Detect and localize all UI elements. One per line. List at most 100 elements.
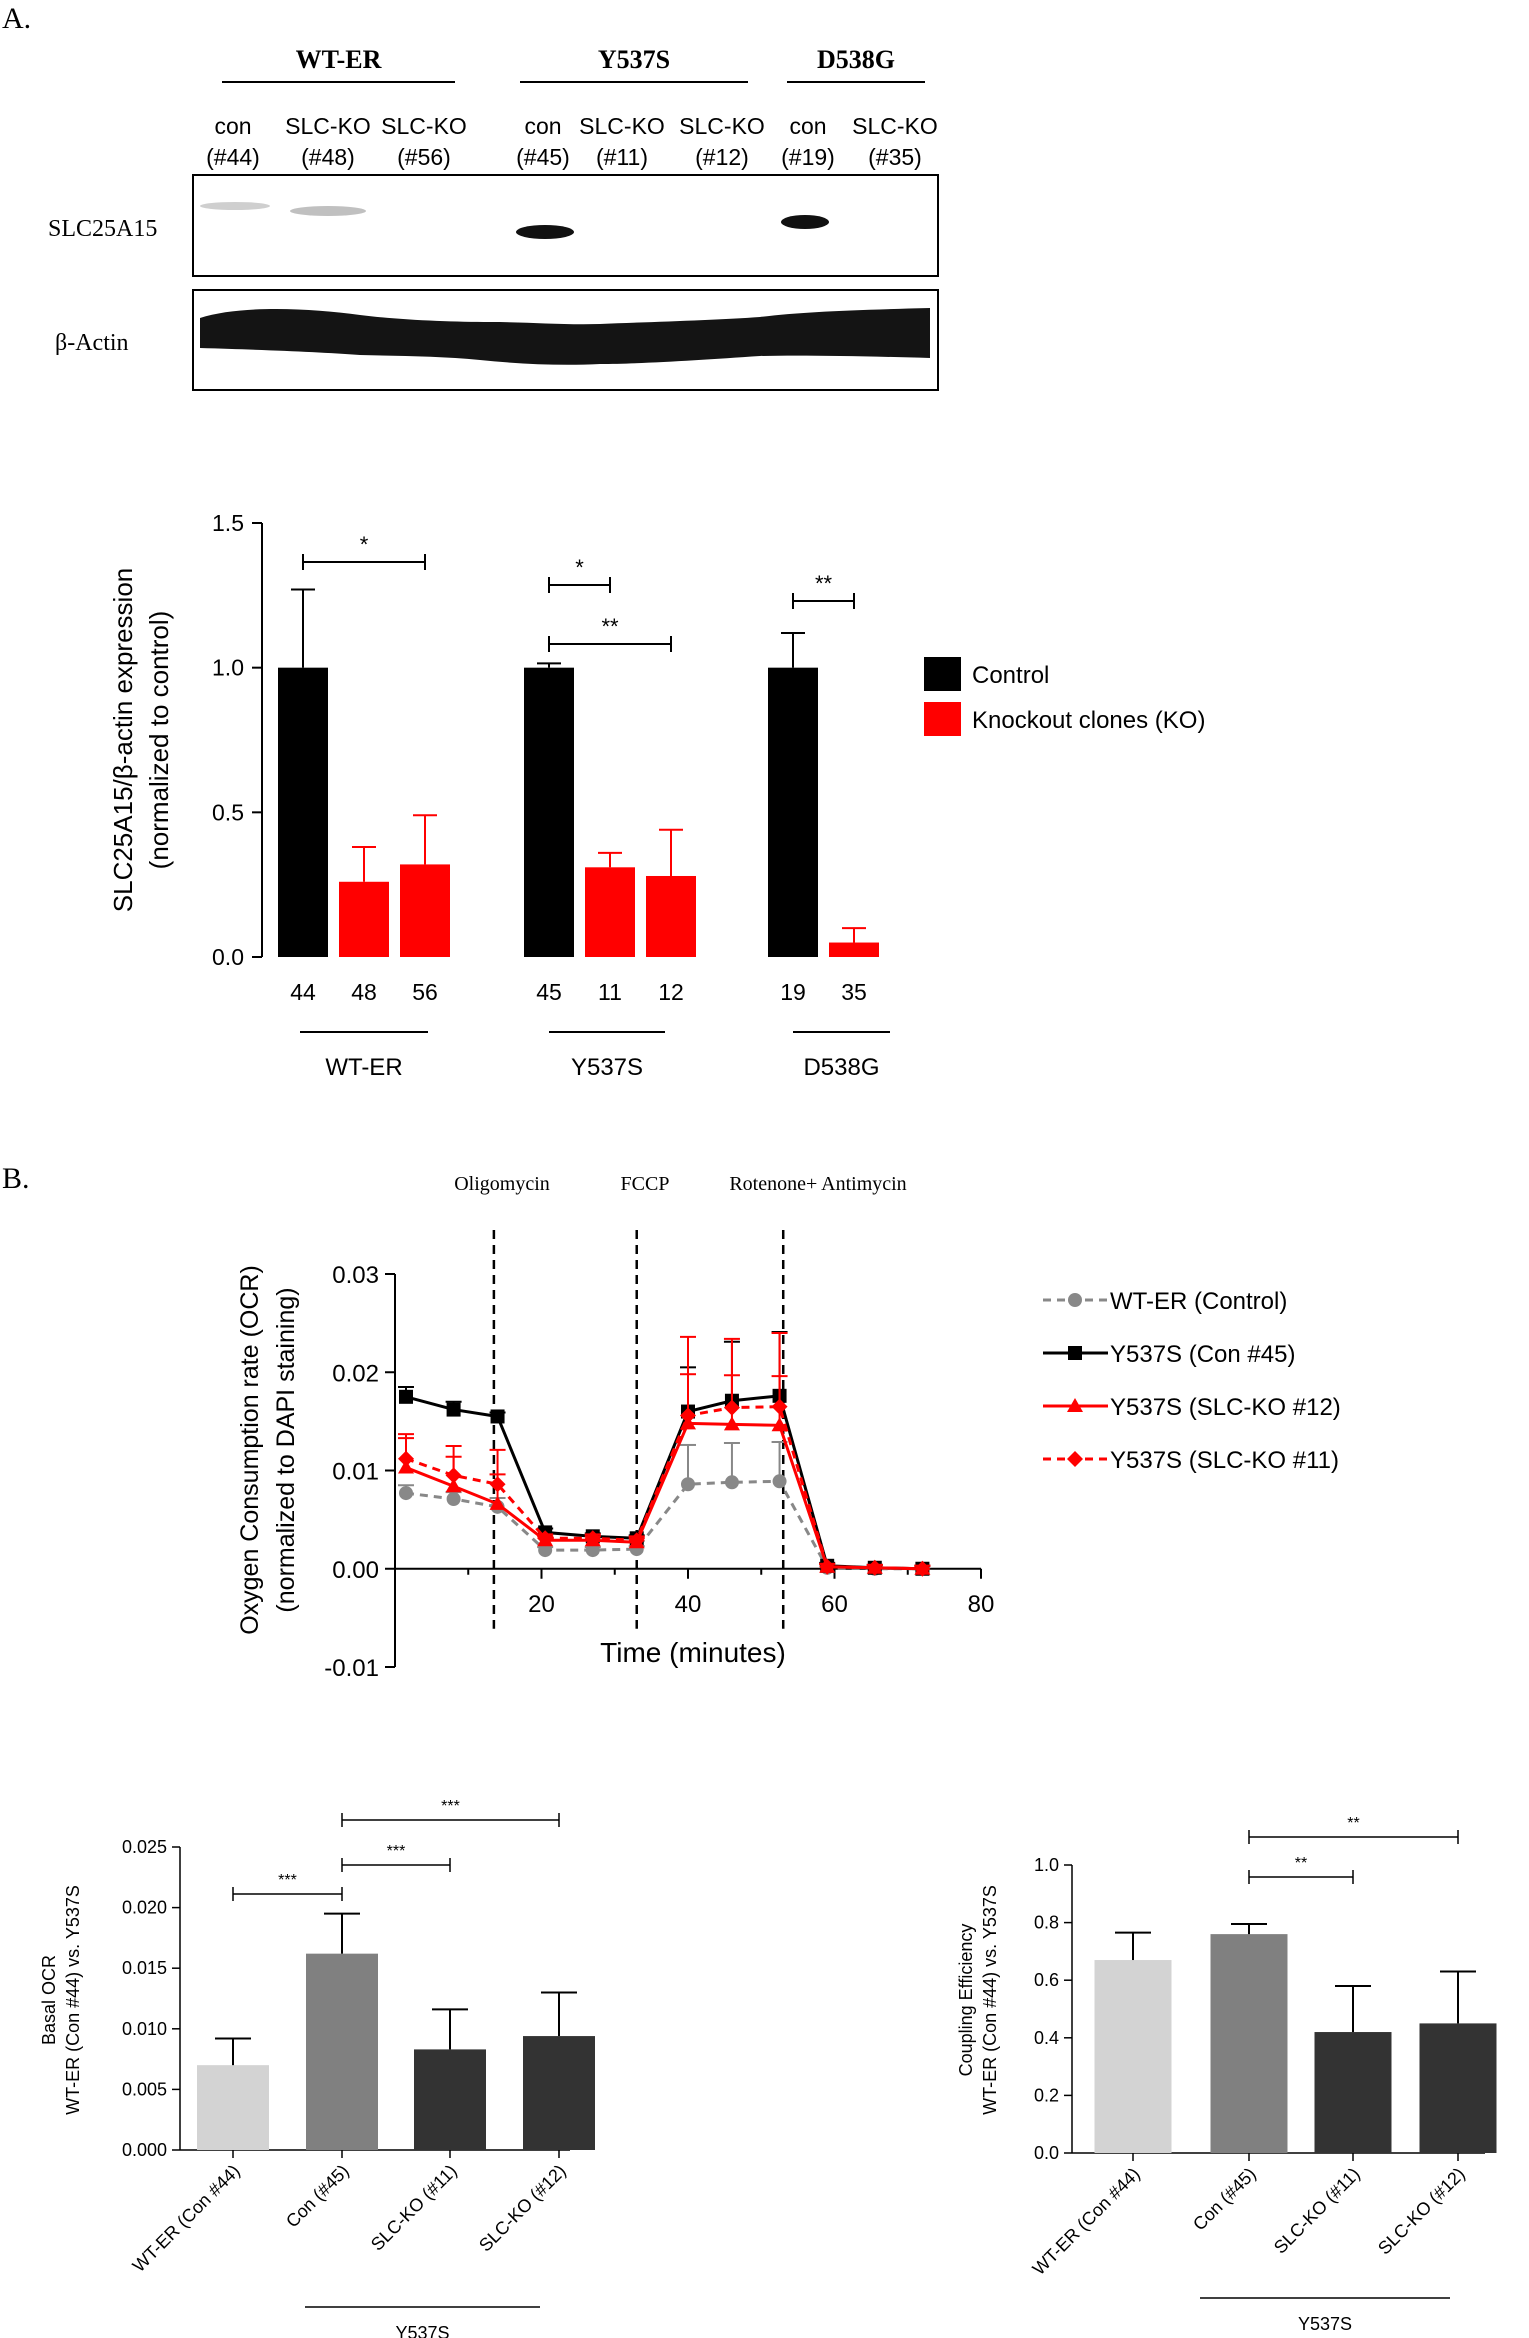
bar-48 bbox=[339, 881, 389, 957]
y-tick-label: 0.0 bbox=[1034, 2143, 1059, 2163]
legend-label: Y537S (SLC-KO #11) bbox=[1110, 1447, 1339, 1474]
y-tick-label: 0.2 bbox=[1034, 2085, 1059, 2105]
ocr-point bbox=[723, 1399, 740, 1416]
significance-label: *** bbox=[441, 1798, 460, 1815]
ocr-series-line bbox=[405, 1479, 923, 1571]
lane-label: con bbox=[789, 113, 826, 139]
group-label: WT-ER bbox=[325, 1054, 402, 1081]
lane-group-d538g: D538G bbox=[817, 45, 895, 74]
lane-label: SLC-KO bbox=[285, 113, 371, 139]
ocr-point bbox=[628, 1532, 645, 1549]
legend-marker bbox=[1067, 1451, 1083, 1467]
bar-3 bbox=[1314, 2032, 1392, 2153]
lane-clone-id: (#56) bbox=[397, 144, 451, 170]
legend-marker bbox=[1067, 1398, 1083, 1412]
significance-label: ** bbox=[601, 614, 619, 639]
y-tick-label: 0.010 bbox=[122, 2019, 167, 2039]
y-tick-label: 1.0 bbox=[212, 655, 244, 681]
ocr-point bbox=[446, 1402, 461, 1417]
y-axis-title: SLC25A15/β-actin expression bbox=[108, 568, 138, 912]
lane-label: SLC-KO bbox=[381, 113, 467, 139]
ocr-point bbox=[537, 1530, 554, 1547]
y-axis-title: (normalized to control) bbox=[144, 611, 174, 870]
y-tick-label: 0.02 bbox=[332, 1360, 379, 1387]
y-tick-label: 0.020 bbox=[122, 1898, 167, 1918]
bar-3 bbox=[414, 2049, 486, 2150]
ocr-point bbox=[538, 1543, 553, 1558]
slc25a15-blot bbox=[192, 174, 939, 277]
lane-clone-id: (#11) bbox=[596, 144, 648, 170]
significance-label: * bbox=[360, 532, 369, 557]
x-tick-label: SLC-KO (#12) bbox=[1374, 2164, 1469, 2259]
x-tick-label: 56 bbox=[412, 979, 438, 1005]
lane-clone-id: (#12) bbox=[695, 144, 749, 170]
lane-label: con bbox=[214, 113, 251, 139]
group-label: Y537S bbox=[571, 1054, 643, 1081]
y-tick-label: 0.025 bbox=[122, 1837, 167, 1857]
x-tick-label: 35 bbox=[841, 979, 867, 1005]
y-tick-label: 0.00 bbox=[332, 1557, 379, 1584]
y-tick-label: 1.5 bbox=[212, 510, 244, 536]
y-axis-title: Basal OCR bbox=[39, 1955, 59, 2045]
bar-2 bbox=[306, 1953, 378, 2150]
bar-1 bbox=[197, 2065, 269, 2150]
ocr-point bbox=[398, 1389, 413, 1404]
y-axis-title: WT-ER (Con #44) vs. Y537S bbox=[980, 1885, 1000, 2115]
significance-label: *** bbox=[278, 1872, 297, 1889]
x-tick-label: 48 bbox=[351, 979, 377, 1005]
ocr-point bbox=[724, 1475, 739, 1490]
ocr-point bbox=[584, 1530, 601, 1547]
ocr-point bbox=[445, 1478, 462, 1493]
lane-clone-id: (#35) bbox=[868, 144, 922, 170]
y-tick-label: 0.0 bbox=[212, 944, 244, 970]
bar-56 bbox=[400, 864, 450, 957]
western-blot-header: WT-ER con (#44) SLC-KO (#48) SLC-KO (#56) Y537S… bbox=[206, 45, 938, 170]
y-axis-title: Coupling Efficiency bbox=[956, 1924, 976, 2077]
ocr-point bbox=[489, 1476, 506, 1493]
ocr-series-line bbox=[405, 1421, 923, 1571]
significance-label: ** bbox=[815, 571, 833, 596]
legend-marker bbox=[1068, 1293, 1082, 1307]
group-label: D538G bbox=[803, 1054, 879, 1081]
ocr-point bbox=[446, 1491, 461, 1506]
slc25a15-label: SLC25A15 bbox=[48, 216, 157, 242]
lane-group-wt-er: WT-ER bbox=[296, 45, 382, 74]
ocr-point bbox=[681, 1477, 695, 1492]
y-tick-label: 0.5 bbox=[212, 799, 244, 825]
legend-label: WT-ER (Control) bbox=[1110, 1288, 1287, 1315]
legend-marker bbox=[1068, 1346, 1082, 1360]
ocr-point bbox=[723, 1416, 740, 1431]
bar-11 bbox=[585, 867, 635, 957]
x-tick-label: 19 bbox=[780, 979, 806, 1005]
injection-label: Rotenone+ Antimycin bbox=[729, 1173, 906, 1195]
y-tick-label: 0.8 bbox=[1034, 1913, 1059, 1933]
legend-swatch-ko bbox=[924, 702, 961, 736]
lane-clone-id: (#45) bbox=[516, 144, 570, 170]
panel-b-label: B. bbox=[2, 1162, 30, 1195]
panel-a-label: A. bbox=[2, 2, 31, 35]
x-tick-label: WT-ER (Con #44) bbox=[1029, 2164, 1144, 2279]
legend-label: Y537S (Con #45) bbox=[1110, 1341, 1295, 1368]
x-tick-label: 60 bbox=[821, 1591, 848, 1618]
group-label: Y537S bbox=[395, 2323, 449, 2338]
bar-19 bbox=[768, 667, 818, 957]
legend-label: Y537S (SLC-KO #12) bbox=[1110, 1394, 1341, 1421]
bar-2 bbox=[1210, 1934, 1288, 2153]
band-44 bbox=[200, 202, 270, 210]
slc25a15-blot-frame bbox=[192, 174, 939, 277]
x-tick-label: Con (#45) bbox=[1189, 2164, 1260, 2235]
ocr-point bbox=[445, 1467, 462, 1484]
y-tick-label: 0.005 bbox=[122, 2079, 167, 2099]
lane-clone-id: (#19) bbox=[781, 144, 835, 170]
x-tick-label: SLC-KO (#11) bbox=[1270, 2164, 1364, 2258]
y-tick-label: 0.6 bbox=[1034, 1970, 1059, 1990]
lane-group-y537s: Y537S bbox=[598, 45, 670, 74]
ocr-point bbox=[397, 1450, 414, 1467]
y-axis-title: Oxygen Consumption rate (OCR) bbox=[236, 1265, 264, 1635]
bar-35 bbox=[829, 942, 879, 957]
x-tick-label: 40 bbox=[675, 1591, 702, 1618]
y-tick-label: -0.01 bbox=[324, 1655, 379, 1682]
